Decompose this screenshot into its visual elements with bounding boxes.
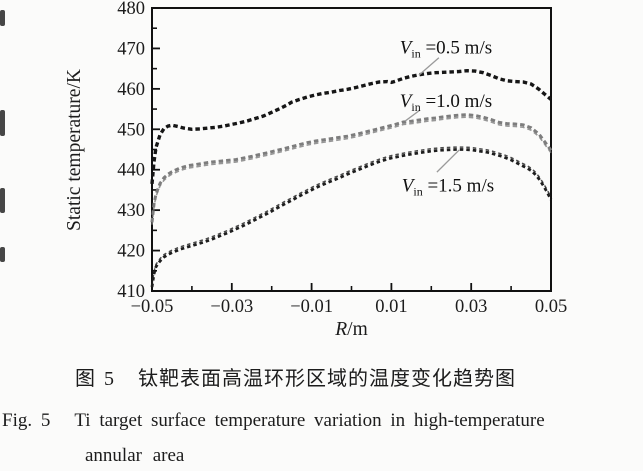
y-axis-title: Static temperature/K <box>64 69 85 231</box>
y-tick-label: 420 <box>117 242 145 262</box>
x-tick-label: −0.05 <box>131 297 174 317</box>
y-tick-label: 430 <box>117 201 145 221</box>
y-tick-label: 480 <box>117 0 145 19</box>
y-tick-label: 440 <box>117 161 145 181</box>
annotation-leader-line <box>436 149 460 173</box>
scan-artifact <box>0 10 5 26</box>
caption-chinese-text: 钛靶表面高温环形区域的温度变化趋势图 <box>138 368 516 390</box>
annotation-leader-line <box>418 57 440 76</box>
x-tick-label: −0.01 <box>290 297 333 317</box>
caption-english-figure-number: Fig. 5 <box>2 410 51 431</box>
x-tick-label: 0.01 <box>375 297 407 317</box>
series-trace-secondary <box>151 146 552 285</box>
y-tick-label: 410 <box>117 282 145 302</box>
y-tick-label: 460 <box>117 80 145 100</box>
series-annotation: Vin =1.5 m/s <box>402 176 494 199</box>
caption-english-line1: Fig. 5 Ti target surface temperature vari… <box>2 410 545 432</box>
temperature-chart: 410 420 430 440 450 460 470 480 −0.05 −0.03 −0.01 0… <box>64 0 567 340</box>
scan-artifact <box>0 247 5 262</box>
caption-chinese: 图 5 钛靶表面高温环形区域的温度变化趋势图 <box>75 362 516 391</box>
x-tick-label: 0.03 <box>455 297 487 317</box>
series-trace-secondary <box>151 116 552 225</box>
series-annotation: Vin =0.5 m/s <box>400 37 492 60</box>
y-tick-label: 470 <box>117 39 145 59</box>
x-tick-label: −0.03 <box>210 297 253 317</box>
caption-english-line2: annular area <box>85 445 185 466</box>
series-trace <box>150 148 553 288</box>
x-tick-label: 0.05 <box>535 297 567 317</box>
x-axis-title: R/m <box>334 319 368 340</box>
caption-english-text: Ti target surface temperature variation … <box>74 410 545 431</box>
annotation-leader-line <box>404 109 421 122</box>
temperature-chart-svg: 410 420 430 440 450 460 470 480 −0.05 −0.03 −0.01 0… <box>64 0 567 340</box>
caption-chinese-figure-number: 图 5 <box>75 368 116 390</box>
series-trace <box>150 68 553 185</box>
series-annotation: Vin =1.0 m/s <box>400 91 492 114</box>
scan-artifact <box>0 188 5 213</box>
scan-artifact <box>0 110 5 136</box>
y-tick-label: 450 <box>117 120 145 140</box>
series-trace <box>150 113 553 223</box>
